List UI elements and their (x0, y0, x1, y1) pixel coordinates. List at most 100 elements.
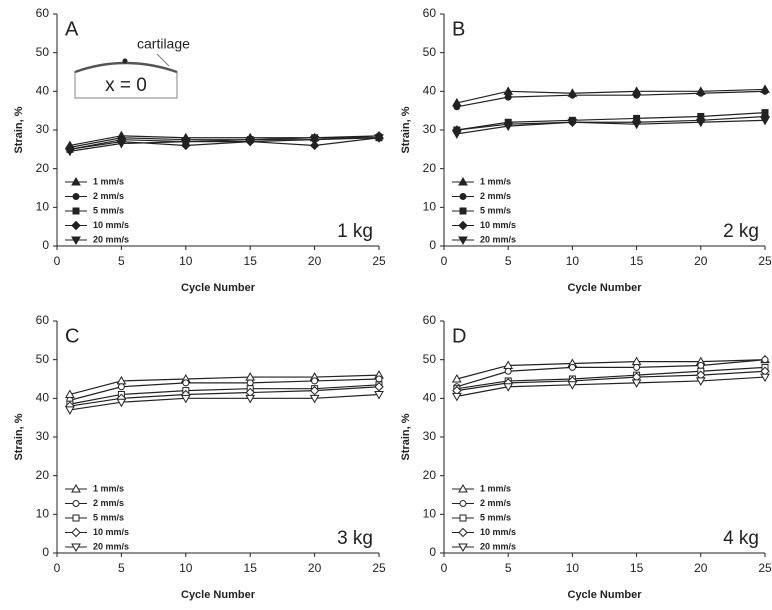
marker (374, 390, 384, 400)
legend-label: 5 mm/s (93, 512, 124, 522)
x-tick-label: 20 (308, 561, 322, 575)
legend-label: 10 mm/s (93, 220, 129, 230)
legend-marker (459, 193, 467, 200)
marker (311, 377, 319, 385)
marker (697, 361, 705, 369)
series-line (456, 115, 766, 131)
x-tick-label: 15 (244, 561, 258, 575)
legend-label: 20 mm/s (93, 234, 129, 244)
y-tick-label: 50 (423, 45, 437, 59)
marker (309, 136, 320, 145)
panel-letter: D (452, 325, 466, 347)
x-tick-label: 20 (308, 254, 322, 268)
marker (760, 373, 770, 383)
marker (245, 138, 256, 147)
marker (451, 392, 462, 402)
x-tick-label: 5 (505, 254, 512, 268)
load-label: 1 kg (337, 221, 373, 242)
marker (697, 89, 705, 97)
series-line (456, 370, 766, 392)
load-label: 3 kg (337, 528, 373, 549)
series-line (456, 376, 766, 397)
legend-label: 10 mm/s (480, 527, 516, 537)
x-tick-label: 25 (372, 254, 386, 268)
legend-label: 2 mm/s (480, 191, 511, 201)
x-axis-label: Cycle Number (181, 282, 256, 294)
series-line (456, 359, 766, 380)
marker (65, 147, 75, 157)
inset-dot (122, 58, 128, 64)
legend-marker (72, 500, 80, 507)
y-tick-label: 30 (423, 122, 437, 136)
series-line (69, 137, 379, 150)
legend-label: 1 mm/s (480, 483, 511, 493)
marker (375, 375, 383, 383)
marker (180, 394, 191, 404)
y-axis-label: Strain, % (13, 413, 25, 460)
marker (374, 134, 384, 143)
legend-label: 1 mm/s (93, 176, 124, 186)
legend-marker (458, 483, 468, 493)
legend-label: 5 mm/s (480, 512, 511, 522)
y-tick-label: 60 (36, 313, 50, 327)
x-tick-label: 5 (505, 561, 512, 575)
legend-label: 10 mm/s (480, 220, 516, 230)
legend-label: 20 mm/s (480, 234, 516, 244)
y-tick-label: 60 (36, 6, 50, 20)
marker (116, 398, 127, 408)
legend-marker (458, 543, 468, 553)
marker (504, 93, 512, 101)
marker (567, 118, 578, 128)
panel-letter: B (452, 18, 465, 40)
legend-marker (459, 500, 467, 507)
y-tick-label: 50 (423, 352, 437, 366)
y-tick-label: 20 (36, 161, 50, 175)
marker (503, 122, 514, 132)
y-tick-label: 60 (423, 6, 437, 20)
x-tick-label: 25 (372, 561, 386, 575)
y-tick-label: 40 (36, 391, 50, 405)
marker (631, 120, 642, 130)
legend-marker (71, 176, 81, 186)
y-tick-label: 10 (423, 200, 437, 214)
x-tick-label: 0 (441, 254, 448, 268)
series-line (456, 366, 766, 390)
marker (503, 383, 514, 392)
panel-letter: C (65, 325, 79, 347)
series-line (69, 378, 380, 401)
x-tick-label: 0 (54, 254, 61, 268)
legend-marker (72, 193, 80, 200)
y-tick-label: 50 (36, 352, 50, 366)
legend-label: 5 mm/s (480, 205, 511, 215)
series-line (456, 119, 766, 135)
y-tick-label: 20 (423, 468, 437, 482)
y-axis-label: Strain, % (13, 106, 25, 153)
y-tick-label: 30 (423, 429, 437, 443)
y-tick-label: 40 (423, 391, 437, 405)
x-tick-label: 25 (758, 254, 772, 268)
marker (309, 140, 320, 151)
y-tick-label: 20 (36, 468, 50, 482)
x-tick-label: 10 (566, 254, 580, 268)
marker (182, 379, 190, 387)
y-tick-label: 10 (423, 507, 437, 521)
legend-label: 10 mm/s (93, 527, 129, 537)
y-tick-label: 10 (36, 507, 50, 521)
x-tick-label: 0 (441, 561, 448, 575)
legend-marker (71, 236, 81, 246)
x-tick-label: 15 (244, 254, 258, 268)
y-tick-label: 20 (423, 161, 437, 175)
legend-marker (458, 176, 468, 186)
y-tick-label: 60 (423, 313, 437, 327)
marker (453, 103, 461, 111)
series-line (456, 359, 766, 388)
y-tick-label: 50 (36, 45, 50, 59)
series-line (69, 137, 380, 150)
series-line (69, 374, 380, 396)
series-line (456, 112, 766, 131)
inset-pointer (156, 53, 170, 67)
marker (568, 91, 576, 99)
marker (695, 377, 706, 386)
marker (631, 379, 642, 388)
